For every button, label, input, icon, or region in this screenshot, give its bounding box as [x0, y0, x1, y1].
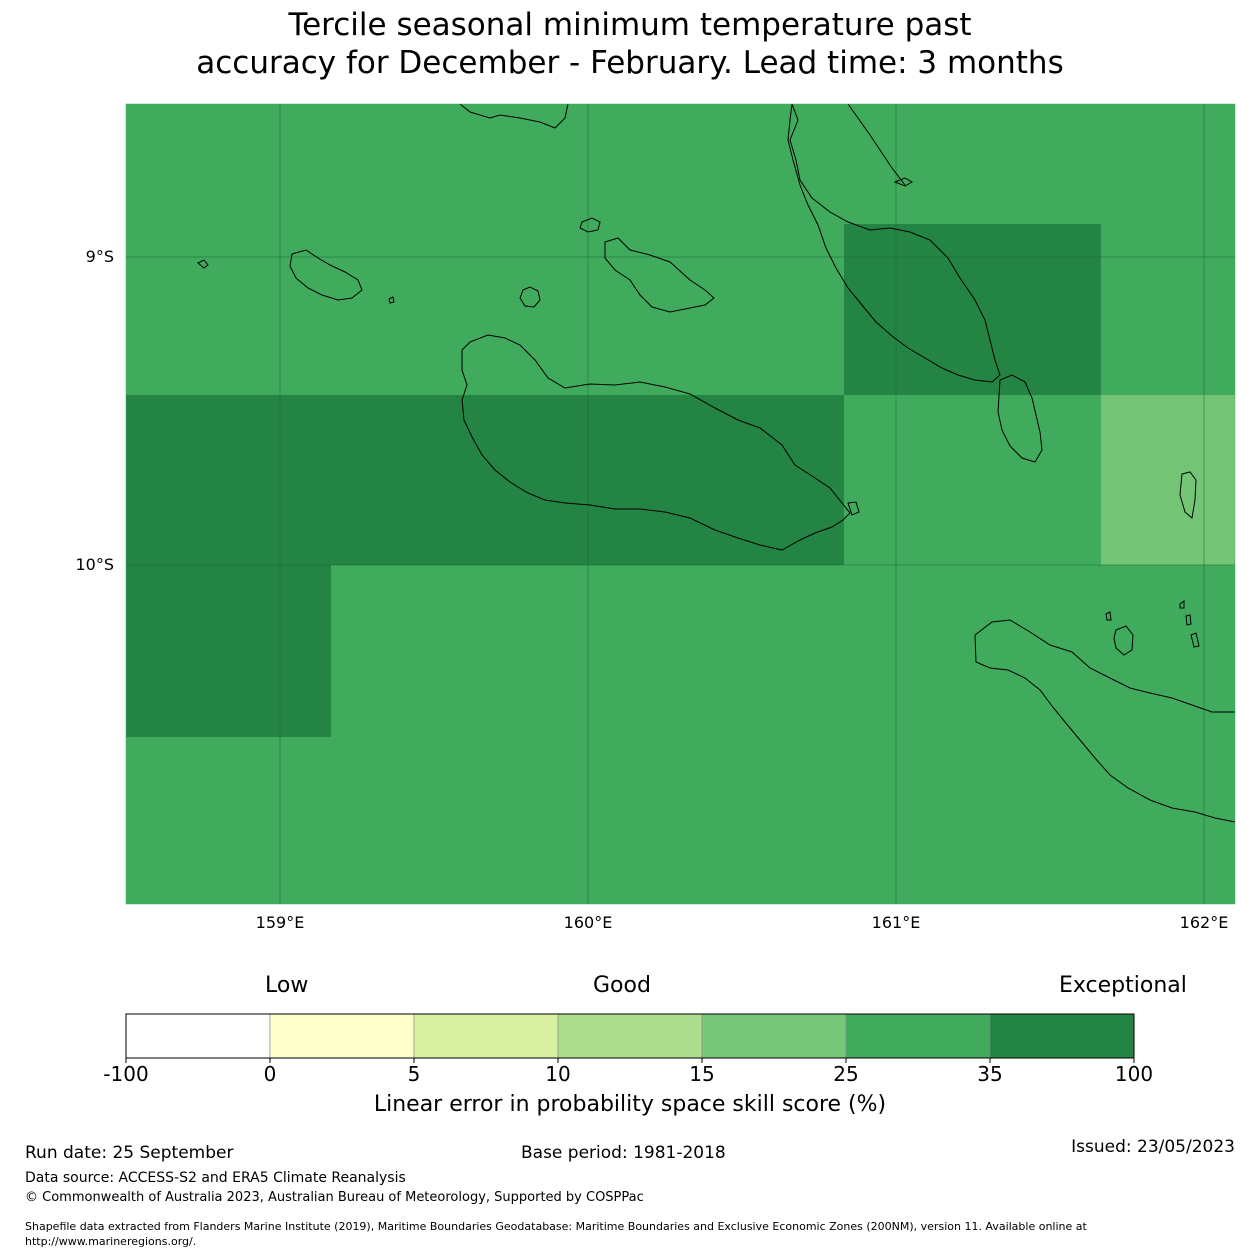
run-date: Run date: 25 September [25, 1143, 234, 1163]
coastline-florida-islands [604, 237, 715, 313]
category-label-low: Low [265, 973, 309, 998]
coastline-small-malaita [997, 374, 1043, 463]
category-label-good: Good [593, 973, 651, 998]
coastline-new-georgia-tip [459, 103, 569, 129]
coastline-islet-west [197, 259, 209, 269]
grid-cell-moderate-east [1101, 395, 1235, 565]
colorbar-tick: -100 [103, 1062, 149, 1086]
coastline-islet-makira-east-1 [1105, 611, 1112, 621]
graticule [126, 104, 1235, 904]
coastline-malaita-north [847, 103, 906, 186]
colorbar-tick: 5 [407, 1062, 421, 1086]
grid-cell-high-central [126, 395, 844, 565]
grid-cell-high-southwest [126, 565, 331, 737]
colorbar-title: Linear error in probability space skill … [373, 1092, 887, 1117]
coastline-santa-ana [1113, 625, 1134, 656]
lat-label-10s: 10°S [75, 555, 114, 574]
colorbar-tick: 25 [833, 1062, 859, 1086]
colorbar-outline [125, 1013, 1135, 1059]
grid-cell-high-northeast [844, 224, 1101, 395]
colorbar-segment [413, 1013, 559, 1059]
coastline-islet-makira-east-2 [1179, 600, 1185, 609]
shapefile-credit-line-1: Shapefile data extracted from Flanders M… [25, 1220, 1087, 1233]
colorbar-tick: 35 [977, 1062, 1003, 1086]
coastline-malaita-islet [893, 177, 914, 187]
map-frame [125, 103, 1236, 905]
title-line-1: Tercile seasonal minimum temperature pas… [288, 7, 972, 43]
colorbar-segment [701, 1013, 847, 1059]
shapefile-credit-line-2: http://www.marineregions.org/. [25, 1235, 197, 1248]
data-source: Data source: ACCESS-S2 and ERA5 Climate … [25, 1170, 406, 1186]
base-period: Base period: 1981-2018 [521, 1143, 726, 1163]
colorbar-segment [125, 1013, 271, 1059]
colorbar-segment [269, 1013, 415, 1059]
issued-date: Issued: 23/05/2023 [1071, 1137, 1235, 1157]
lon-label-162e: 162°E [1179, 913, 1229, 932]
coastline-islet-makira-east-4 [1190, 632, 1200, 648]
map-title: Tercile seasonal minimum temperature pas… [0, 6, 1260, 82]
coastline-malaita [787, 103, 1001, 383]
coastline-ulawa [1179, 471, 1197, 519]
coastline-savo [519, 286, 541, 308]
coastline-guadalcanal [461, 334, 851, 551]
colorbar-tick: 15 [689, 1062, 715, 1086]
coastline-islet-russell-east [388, 296, 395, 304]
colorbar [125, 1013, 1135, 1063]
colorbar-segment [989, 1013, 1135, 1059]
coastline-florida-islet [579, 217, 601, 233]
colorbar-tick: 100 [1114, 1062, 1154, 1086]
title-line-2: accuracy for December - February. Lead t… [196, 45, 1064, 81]
skill-grid [126, 104, 1235, 904]
lon-label-160e: 160°E [563, 913, 613, 932]
colorbar-tick: 10 [545, 1062, 571, 1086]
coastline-makira [974, 619, 1236, 823]
category-label-exceptional: Exceptional [1059, 973, 1187, 998]
copyright: © Commonwealth of Australia 2023, Austra… [25, 1190, 644, 1205]
colorbar-segment [845, 1013, 991, 1059]
lon-label-159e: 159°E [255, 913, 305, 932]
lon-label-161e: 161°E [871, 913, 921, 932]
colorbar-tick: 0 [263, 1062, 277, 1086]
colorbar-segment [557, 1013, 703, 1059]
coastline-islet-guadalcanal-east [847, 501, 860, 516]
coastlines [197, 103, 1236, 823]
lat-label-9s: 9°S [85, 247, 114, 266]
coastline-russell-islands [289, 249, 363, 301]
coastline-islet-makira-east-3 [1185, 614, 1192, 626]
